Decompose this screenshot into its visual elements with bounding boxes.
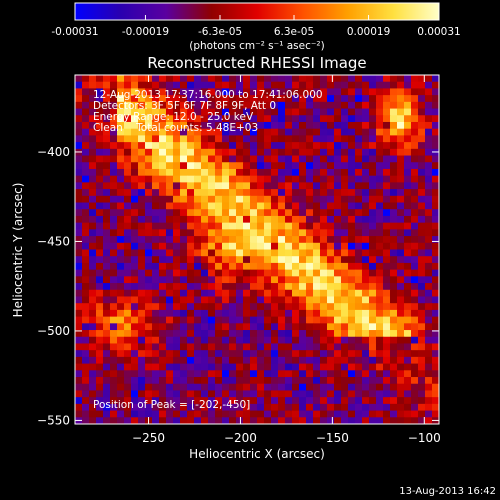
colorbar-tick-label: -0.00019 <box>122 26 169 38</box>
x-tick-label: −200 <box>224 431 257 445</box>
footer-timestamp: 13-Aug-2013 16:42 <box>399 486 496 497</box>
x-tick-label: −150 <box>316 431 349 445</box>
annotation-detectors: Detectors: 3F 5F 6F 7F 8F 9F, Att 0 <box>93 100 276 112</box>
annotation-counts: Clean Total counts: 5.48E+03 <box>93 122 258 134</box>
annotation-block: 12-Aug-2013 17:37:16.000 to 17:41:06.000… <box>93 89 323 134</box>
x-axis-label: Heliocentric X (arcsec) <box>189 447 325 461</box>
peak-position-label: Position of Peak = [-202,-450] <box>93 399 250 411</box>
annotation-time: 12-Aug-2013 17:37:16.000 to 17:41:06.000 <box>93 89 323 101</box>
annotation-energy: Energy Range: 12.0 - 25.0 keV <box>93 111 254 123</box>
colorbar-tick-label: -6.3e-05 <box>198 26 242 38</box>
chart-title: Reconstructed RHESSI Image <box>147 54 366 72</box>
y-tick-label: −400 <box>37 145 70 159</box>
x-tick-label: −250 <box>132 431 165 445</box>
axis-ticks: −250 −200 −150 −100 −400 −450 −500 −550 <box>37 75 441 445</box>
y-tick-label: −550 <box>37 413 70 427</box>
colorbar-tick-label: 0.00031 <box>417 26 460 38</box>
x-tick-label: −100 <box>408 431 441 445</box>
colorbar-tick-label: 0.00019 <box>347 26 390 38</box>
colorbar-gradient <box>74 2 440 21</box>
colorbar-tick-label: 6.3e-05 <box>274 26 314 38</box>
y-tick-label: −450 <box>37 234 70 248</box>
colorbar: -0.00031 -0.00019 -6.3e-05 6.3e-05 0.00019 0.… <box>51 2 461 52</box>
y-tick-label: −500 <box>37 324 70 338</box>
colorbar-tick-label: -0.00031 <box>51 26 98 38</box>
y-axis-label: Heliocentric Y (arcsec) <box>11 183 25 318</box>
colorbar-unit-label: (photons cm⁻² s⁻¹ asec⁻²) <box>189 40 324 52</box>
heatmap-image <box>75 75 440 425</box>
plot-frame <box>74 74 440 425</box>
